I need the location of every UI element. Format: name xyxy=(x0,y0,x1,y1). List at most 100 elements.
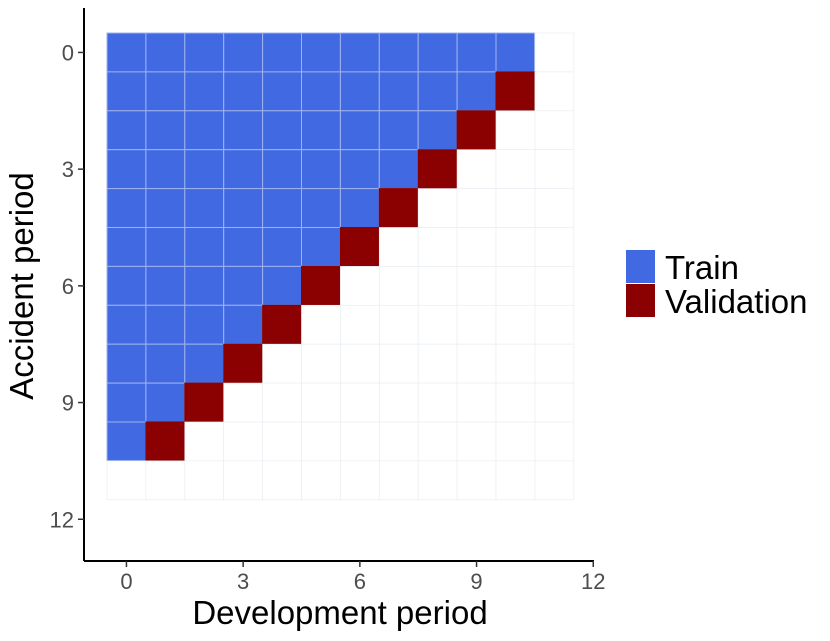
tile-train-r2-c8 xyxy=(417,110,458,151)
tile-empty-r4-c11 xyxy=(534,188,575,228)
x-axis-ticks: 0 3 6 9 12 xyxy=(120,561,605,594)
tile-empty-r9-c3 xyxy=(223,382,263,423)
tile-empty-r9-c5 xyxy=(301,382,341,423)
tile-train-r0-c1 xyxy=(145,32,186,73)
tile-empty-r11-c4 xyxy=(262,460,302,501)
tile-empty-r5-c9 xyxy=(456,227,497,267)
tile-empty-r6-c8 xyxy=(417,266,458,306)
tile-empty-r8-c6 xyxy=(340,343,380,384)
y-tick-label-12: 12 xyxy=(50,507,74,532)
tile-train-r3-c5 xyxy=(301,149,341,190)
tile-train-r3-c6 xyxy=(339,149,380,190)
y-tick-label-9: 9 xyxy=(62,391,74,416)
tile-train-r4-c1 xyxy=(145,188,186,229)
tile-train-r8-c2 xyxy=(184,343,225,384)
tile-train-r2-c0 xyxy=(106,110,147,151)
x-tick-label-3: 3 xyxy=(237,569,249,594)
y-axis-title: Accident period xyxy=(3,172,40,399)
tile-train-r7-c2 xyxy=(184,304,225,345)
tile-empty-r4-c10 xyxy=(495,188,536,228)
tile-train-r1-c3 xyxy=(223,71,264,112)
tile-train-r7-c0 xyxy=(106,304,147,345)
tile-empty-r7-c7 xyxy=(378,304,419,345)
tile-empty-r11-c8 xyxy=(417,460,458,501)
tile-train-r3-c2 xyxy=(184,149,225,190)
tile-validation-r5-c6 xyxy=(339,227,380,267)
x-tick-label-12: 12 xyxy=(581,569,605,594)
tile-empty-r8-c8 xyxy=(417,343,458,384)
tile-layer xyxy=(106,32,575,501)
tile-train-r1-c2 xyxy=(184,71,225,112)
x-tick-label-9: 9 xyxy=(470,569,482,594)
tile-train-r0-c2 xyxy=(184,32,225,73)
tile-empty-r7-c8 xyxy=(417,304,458,345)
tile-empty-r11-c1 xyxy=(145,460,186,501)
tile-empty-r10-c3 xyxy=(223,421,263,462)
tile-empty-r10-c4 xyxy=(262,421,302,462)
tile-empty-r2-c11 xyxy=(534,110,575,151)
tile-train-r0-c9 xyxy=(456,32,497,73)
tile-train-r7-c3 xyxy=(223,304,264,345)
tile-empty-r8-c7 xyxy=(378,343,419,384)
tile-train-r3-c1 xyxy=(145,149,186,190)
tile-empty-r6-c11 xyxy=(534,266,575,306)
tile-validation-r1-c10 xyxy=(495,71,536,112)
tile-empty-r7-c5 xyxy=(301,304,341,345)
legend-label-train: Train xyxy=(665,249,739,286)
x-tick-label-6: 6 xyxy=(354,569,366,594)
tile-train-r4-c4 xyxy=(262,188,303,229)
tile-empty-r1-c11 xyxy=(534,71,575,112)
tile-empty-r10-c6 xyxy=(340,421,380,462)
tile-validation-r2-c9 xyxy=(456,110,497,151)
tile-empty-r3-c10 xyxy=(495,149,536,189)
tile-train-r5-c5 xyxy=(301,227,341,267)
tile-empty-r10-c2 xyxy=(184,421,225,462)
tile-train-r2-c4 xyxy=(262,110,303,151)
tile-train-r4-c2 xyxy=(184,188,225,229)
tile-train-r0-c4 xyxy=(262,32,303,73)
tile-train-r0-c5 xyxy=(301,32,341,73)
tile-empty-r0-c11 xyxy=(534,32,575,73)
tile-train-r2-c6 xyxy=(339,110,380,151)
y-tick-label-0: 0 xyxy=(62,40,74,65)
tile-train-r9-c0 xyxy=(106,382,147,423)
tile-empty-r6-c10 xyxy=(495,266,536,306)
tile-empty-r8-c9 xyxy=(456,343,497,384)
y-tick-label-6: 6 xyxy=(62,274,74,299)
tile-validation-r4-c7 xyxy=(378,188,419,229)
tile-train-r4-c5 xyxy=(301,188,341,229)
tile-train-r6-c2 xyxy=(184,265,225,306)
tile-empty-r3-c11 xyxy=(534,149,575,189)
tile-empty-r4-c8 xyxy=(417,188,458,228)
tile-train-r1-c8 xyxy=(417,71,458,112)
tile-train-r7-c1 xyxy=(145,304,186,345)
tile-empty-r5-c7 xyxy=(378,227,419,267)
tile-empty-r8-c4 xyxy=(262,343,302,384)
tile-empty-r10-c7 xyxy=(378,421,419,462)
tile-train-r8-c0 xyxy=(106,343,147,384)
tile-empty-r11-c6 xyxy=(340,460,380,501)
tile-empty-r5-c11 xyxy=(534,227,575,267)
tile-empty-r11-c2 xyxy=(184,460,225,501)
tile-validation-r10-c1 xyxy=(145,421,186,462)
tile-train-r6-c3 xyxy=(223,265,264,306)
tile-train-r4-c3 xyxy=(223,188,264,229)
tile-empty-r10-c8 xyxy=(417,421,458,462)
tile-train-r8-c1 xyxy=(145,343,186,384)
tile-empty-r10-c11 xyxy=(534,421,575,462)
tile-empty-r11-c9 xyxy=(456,460,497,501)
x-tick-label-0: 0 xyxy=(120,569,132,594)
tile-empty-r8-c5 xyxy=(301,343,341,384)
tile-empty-r5-c10 xyxy=(495,227,536,267)
tile-empty-r10-c9 xyxy=(456,421,497,462)
tile-train-r4-c0 xyxy=(106,188,147,229)
tile-train-r0-c3 xyxy=(223,32,264,73)
tile-train-r3-c7 xyxy=(378,149,419,190)
tile-train-r1-c9 xyxy=(456,71,497,112)
tile-empty-r10-c5 xyxy=(301,421,341,462)
tile-empty-r3-c9 xyxy=(456,149,497,189)
tile-train-r3-c3 xyxy=(223,149,264,190)
tile-empty-r7-c11 xyxy=(534,304,575,345)
tile-empty-r9-c11 xyxy=(534,382,575,423)
